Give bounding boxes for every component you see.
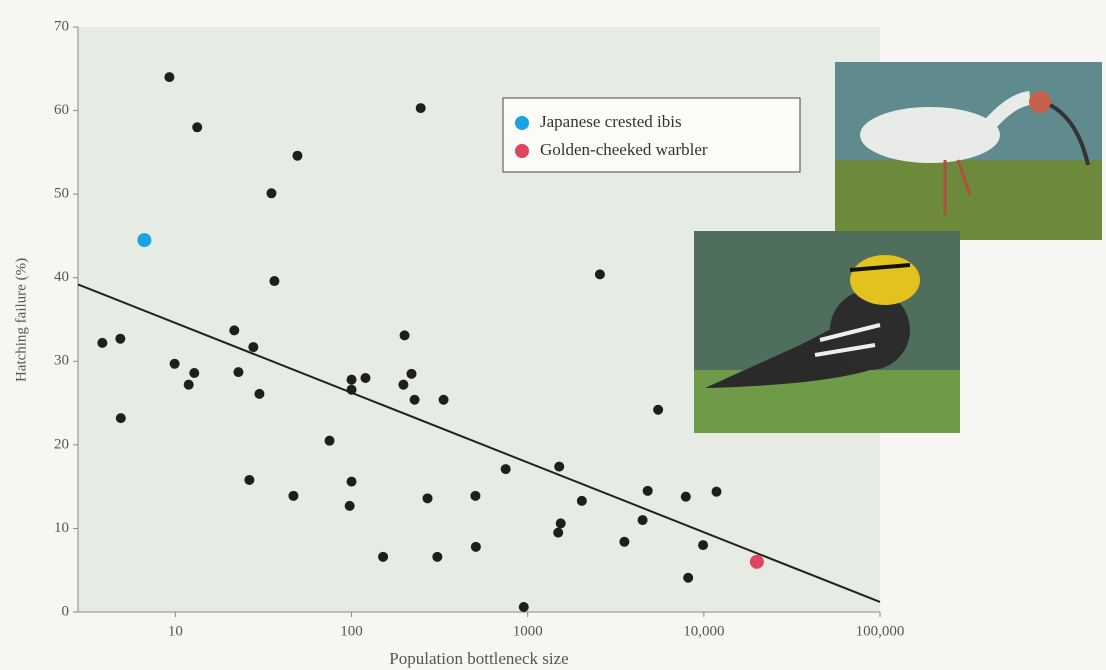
data-point [183, 379, 194, 390]
data-point [292, 150, 303, 161]
data-point [344, 500, 355, 511]
data-point [192, 122, 203, 133]
data-point [409, 394, 420, 405]
data-point [422, 493, 433, 504]
data-point [97, 337, 108, 348]
data-point [189, 367, 200, 378]
warbler-photo [694, 231, 960, 433]
data-point [500, 464, 511, 475]
data-point [233, 367, 244, 378]
data-point [711, 486, 722, 497]
data-point [518, 601, 529, 612]
y-tick-label: 20 [54, 436, 69, 452]
data-point [398, 379, 409, 390]
legend-box [502, 97, 801, 173]
data-point [346, 374, 357, 385]
data-point [115, 413, 126, 424]
x-tick-label: 10,000 [683, 623, 724, 639]
legend-marker [515, 116, 529, 130]
data-point [406, 368, 417, 379]
y-tick-label: 50 [54, 186, 69, 202]
data-point [555, 518, 566, 529]
data-point [415, 103, 426, 114]
data-point [642, 485, 653, 496]
y-tick-label: 40 [54, 269, 69, 285]
data-point [653, 404, 664, 415]
data-point [680, 491, 691, 502]
legend-label: Japanese crested ibis [540, 112, 682, 131]
legend-label: Golden-cheeked warbler [540, 140, 708, 159]
data-point [683, 572, 694, 583]
y-tick-label: 60 [54, 102, 69, 118]
data-point [244, 474, 255, 485]
data-point [360, 373, 371, 383]
data-point [248, 342, 259, 353]
ibis-photo [835, 62, 1102, 240]
highlight-point [137, 233, 152, 248]
data-point [378, 551, 389, 562]
data-point [269, 276, 280, 287]
data-point [554, 461, 565, 472]
x-tick-label: 10 [168, 623, 183, 639]
data-point [594, 269, 605, 280]
data-point [346, 476, 357, 487]
data-point [229, 325, 240, 336]
data-point [619, 536, 630, 547]
x-axis-label: Population bottleneck size [389, 649, 568, 668]
data-point [254, 388, 265, 399]
data-point [399, 330, 410, 341]
data-point [346, 384, 357, 395]
highlight-point [749, 554, 764, 569]
data-point [698, 540, 709, 551]
data-point [164, 72, 175, 83]
data-point [637, 515, 648, 526]
y-tick-label: 0 [62, 603, 70, 619]
data-point [266, 188, 277, 199]
data-point [470, 490, 481, 501]
legend-marker [515, 144, 529, 158]
data-point [288, 490, 299, 501]
y-tick-label: 70 [54, 18, 69, 34]
y-axis-label: Hatching failure (%) [13, 258, 29, 382]
y-tick-label: 10 [54, 520, 69, 536]
y-tick-label: 30 [54, 353, 69, 369]
data-point [432, 551, 443, 562]
data-point [438, 394, 449, 405]
data-point [553, 527, 564, 538]
x-tick-label: 1000 [513, 623, 543, 639]
data-point [324, 435, 335, 446]
data-point [576, 495, 587, 506]
data-point [169, 358, 180, 369]
x-tick-label: 100,000 [856, 623, 905, 639]
data-point [470, 541, 481, 552]
data-point [115, 333, 126, 344]
x-tick-label: 100 [340, 623, 363, 639]
trend-line [77, 283, 881, 603]
